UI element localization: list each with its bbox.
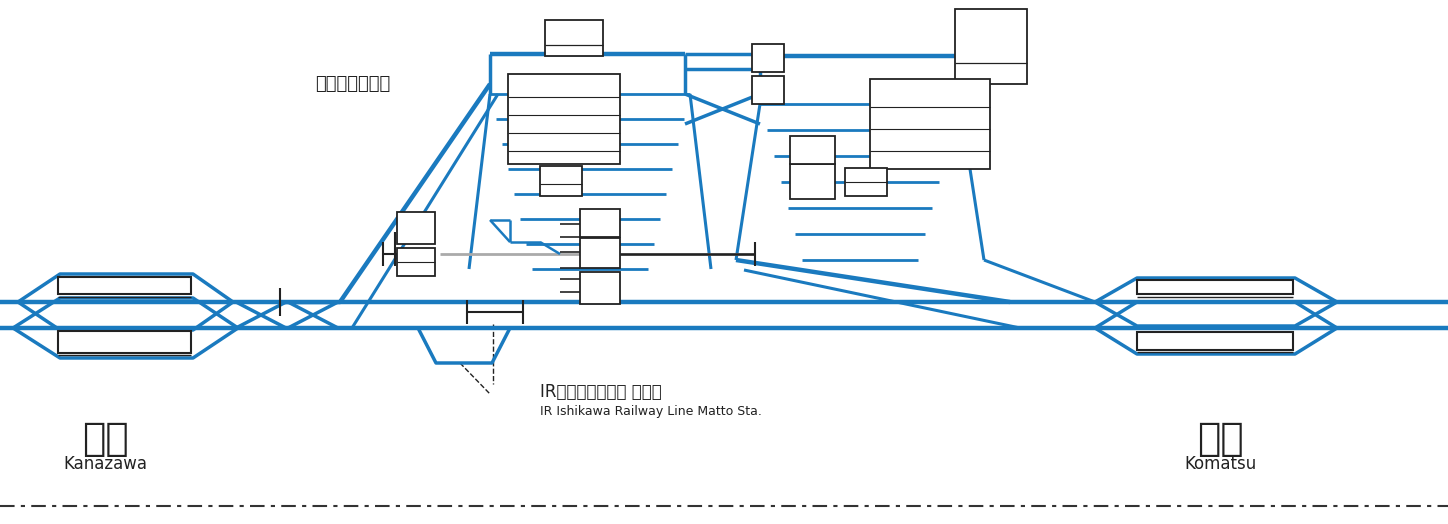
Text: 小松: 小松 (1196, 420, 1244, 458)
Bar (544, 20, 602, 56)
Bar (870, 79, 990, 169)
Text: IR Ishikawa Railway Line Matto Sta.: IR Ishikawa Railway Line Matto Sta. (540, 406, 762, 419)
Bar (791, 136, 835, 164)
Bar (397, 248, 434, 276)
Bar (846, 168, 888, 196)
Text: 白山総合車両所: 白山総合車両所 (316, 75, 391, 93)
Text: Komatsu: Komatsu (1184, 455, 1255, 473)
Bar (791, 164, 835, 199)
Bar (581, 209, 620, 237)
Bar (1137, 332, 1293, 350)
Bar (581, 272, 620, 304)
Bar (58, 277, 191, 294)
Bar (956, 9, 1027, 84)
Text: 金沢: 金沢 (81, 420, 129, 458)
Bar (581, 238, 620, 268)
Bar (752, 76, 783, 104)
Text: IRいしかわ鉄道線 松任駅: IRいしかわ鉄道線 松任駅 (540, 383, 662, 401)
Bar (397, 212, 434, 244)
Bar (1137, 280, 1293, 294)
Bar (508, 74, 620, 164)
Bar (752, 44, 783, 72)
Text: Kanazawa: Kanazawa (64, 455, 148, 473)
Bar (540, 166, 582, 196)
Bar (58, 331, 191, 353)
